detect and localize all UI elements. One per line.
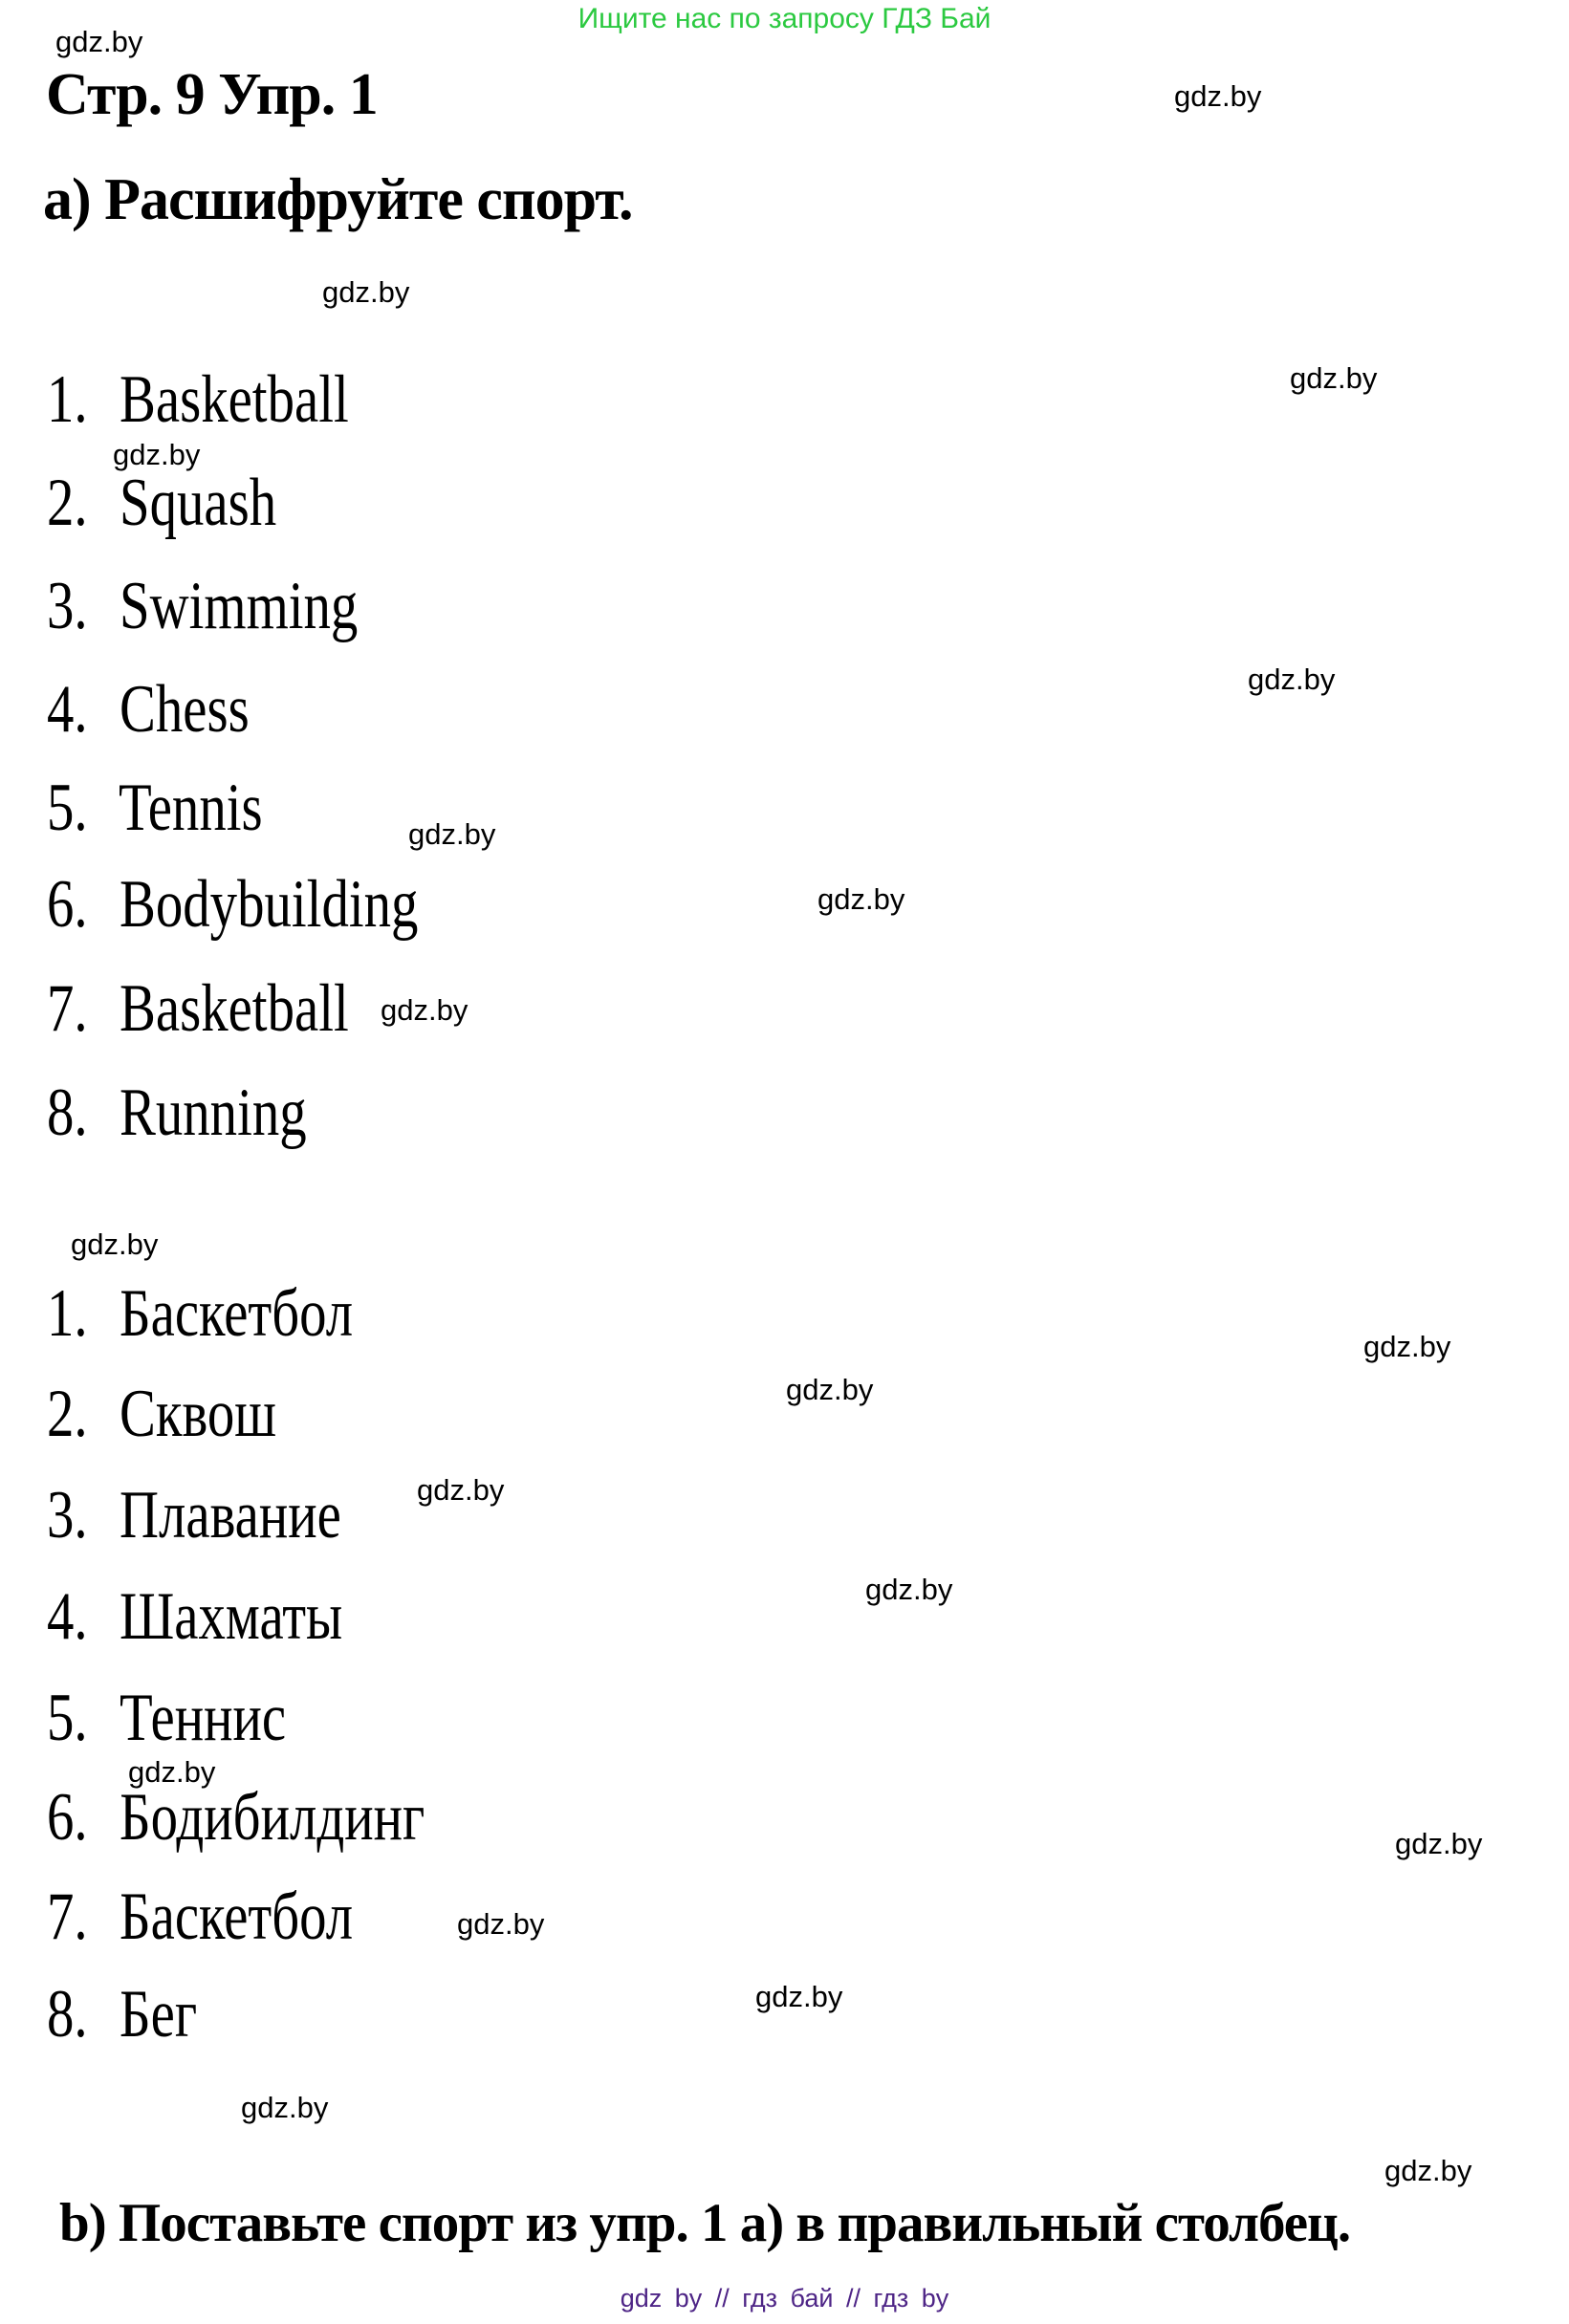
gdz-watermark: gdz.by — [1363, 1330, 1451, 1363]
gdz-watermark: gdz.by — [865, 1573, 953, 1606]
list-item-russian-4: 4. Шахматы — [47, 1579, 343, 1654]
list-item-russian-1: 1. Баскетбол — [47, 1276, 354, 1351]
gdz-watermark: gdz.by — [128, 1755, 216, 1789]
list-item-english-3: 3. Swimming — [47, 569, 359, 643]
list-item-russian-3: 3. Плавание — [47, 1478, 341, 1553]
top-banner-text: Ищите нас по запросу ГДЗ Бай — [577, 3, 992, 34]
task-b-heading: b) Поставьте спорт из упр. 1 а) в правил… — [59, 2193, 1351, 2253]
gdz-watermark: gdz.by — [408, 817, 496, 851]
gdz-watermark: gdz.by — [241, 2091, 329, 2124]
list-item-russian-2: 2. Сквош — [47, 1377, 277, 1451]
list-item-english-2: 2. Squash — [47, 466, 277, 540]
list-item-english-5: 5. Tennis — [47, 771, 263, 845]
list-item-english-4: 4. Chess — [47, 672, 250, 747]
gdz-watermark: gdz.by — [381, 993, 469, 1027]
list-item-russian-5: 5. Теннис — [47, 1681, 287, 1755]
list-item-english-8: 8. Running — [47, 1075, 307, 1150]
bottom-banner-text: gdz by // гдз бай // гдз by — [620, 2284, 949, 2313]
gdz-watermark: gdz.by — [55, 25, 143, 58]
list-item-russian-6: 6. Бодибилдинг — [47, 1780, 425, 1855]
gdz-watermark: gdz.by — [1290, 361, 1378, 395]
gdz-watermark: gdz.by — [1174, 79, 1262, 113]
gdz-watermark: gdz.by — [1395, 1827, 1483, 1860]
gdz-watermark: gdz.by — [1248, 662, 1336, 696]
gdz-watermark: gdz.by — [1384, 2154, 1472, 2187]
list-item-russian-8: 8. Бег — [47, 1977, 198, 2052]
list-item-english-7: 7. Basketball — [47, 971, 349, 1046]
gdz-watermark: gdz.by — [71, 1227, 159, 1261]
task-a-heading: а) Расшифруйте спорт. — [43, 167, 634, 232]
page-title: Стр. 9 Упр. 1 — [46, 62, 379, 127]
gdz-watermark: gdz.by — [755, 1980, 843, 2013]
gdz-watermark: gdz.by — [786, 1373, 874, 1406]
gdz-watermark: gdz.by — [457, 1907, 545, 1941]
list-item-english-1: 1. Basketball — [47, 362, 349, 437]
list-item-russian-7: 7. Баскетбол — [47, 1879, 354, 1954]
gdz-watermark: gdz.by — [817, 882, 905, 916]
gdz-watermark: gdz.by — [417, 1473, 505, 1507]
list-item-english-6: 6. Bodybuilding — [47, 867, 419, 942]
gdz-watermark: gdz.by — [322, 275, 410, 309]
gdz-watermark: gdz.by — [113, 438, 201, 471]
